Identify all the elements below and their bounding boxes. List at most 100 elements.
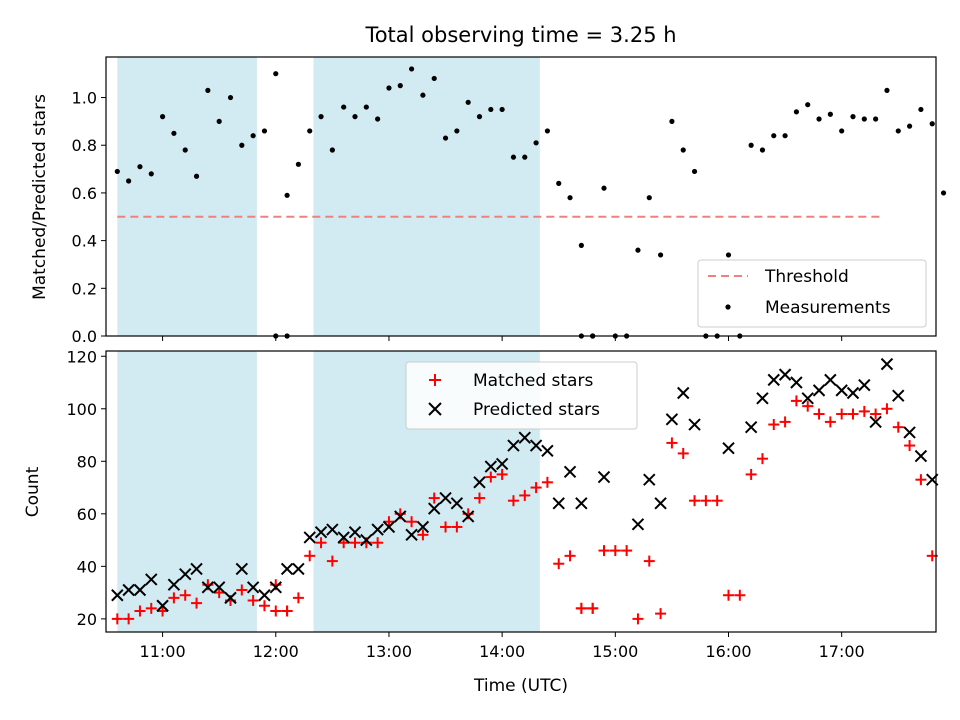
predicted-star-marker <box>122 583 135 597</box>
legend-measurements-label: Measurements <box>765 298 891 318</box>
matched-star-marker <box>349 537 361 549</box>
matched-star-marker <box>643 555 655 567</box>
measurement-point <box>680 147 686 153</box>
predicted-star-marker <box>518 431 531 444</box>
matched-star-marker <box>881 403 893 415</box>
matched-star-marker <box>123 613 135 625</box>
measurement-point <box>793 109 800 115</box>
legend-threshold-label: Threshold <box>764 267 849 287</box>
measurement-point <box>805 102 811 108</box>
y-tick-label: 0.4 <box>72 232 97 251</box>
measurement-point <box>261 128 268 134</box>
matched-star-marker <box>677 447 689 459</box>
measurement-point <box>884 87 890 93</box>
matched-star-marker <box>587 602 599 614</box>
predicted-star-marker <box>416 520 430 534</box>
legend-matched-swatch <box>429 374 441 386</box>
predicted-star-marker <box>269 581 282 594</box>
measurement-point <box>193 173 200 179</box>
measurement-point <box>159 114 166 120</box>
measurement-point <box>126 178 132 184</box>
predicted-star-marker <box>371 523 384 536</box>
matched-star-marker <box>326 555 338 567</box>
measurement-point <box>850 114 856 120</box>
matched-star-marker <box>745 468 757 480</box>
predicted-star-marker <box>360 533 373 547</box>
legend-measurements-swatch <box>725 304 731 310</box>
measurement-point <box>839 128 845 134</box>
predicted-star-marker <box>846 386 860 400</box>
matched-star-marker <box>756 453 768 465</box>
y-tick-label: 60 <box>77 505 97 524</box>
measurement-point <box>420 92 426 98</box>
measurement-point <box>510 154 517 160</box>
measurement-point <box>307 128 313 134</box>
matched-star-marker <box>270 605 282 617</box>
measurement-point <box>657 252 664 258</box>
matched-star-marker <box>904 440 916 452</box>
measurement-point <box>352 114 358 120</box>
predicted-star-marker <box>303 531 316 544</box>
measurement-point <box>861 116 867 122</box>
bottom-legend-box <box>405 361 638 430</box>
y-tick-label: 0.2 <box>72 279 97 298</box>
legend-predicted-label: Predicted stars <box>473 400 600 420</box>
predicted-star-marker <box>348 525 362 539</box>
top-y-ticks: 0.0 0.2 0.4 0.6 0.8 1.0 <box>72 89 106 346</box>
y-tick-label: 0.0 <box>72 327 97 346</box>
bottom-axes-frame <box>105 350 937 633</box>
measurement-point <box>725 252 732 258</box>
predicted-star-markers <box>111 357 939 612</box>
predicted-star-marker <box>235 562 249 576</box>
predicted-star-marker <box>903 426 916 439</box>
predicted-star-marker <box>914 449 928 463</box>
measurement-point <box>114 168 120 175</box>
top-x-ticks <box>162 336 843 341</box>
y-tick-label: 40 <box>77 557 97 576</box>
predicted-star-marker <box>631 518 645 531</box>
matched-star-marker <box>168 592 180 604</box>
predicted-star-marker <box>224 591 237 605</box>
matched-star-marker <box>802 400 814 412</box>
predicted-star-marker <box>541 444 554 458</box>
matched-star-marker <box>553 558 565 570</box>
matched-star-marker <box>711 495 723 507</box>
x-tick-label: 16:00 <box>705 642 751 661</box>
top-panel: 0.0 0.2 0.4 0.6 0.8 1.0 Matched/Predicted sta… <box>30 56 947 346</box>
predicted-star-marker <box>812 384 826 397</box>
measurement-point <box>397 83 403 89</box>
measurement-point <box>816 116 822 122</box>
measurement-point <box>284 192 290 198</box>
matched-star-marker <box>519 489 531 501</box>
matched-star-marker <box>723 589 734 601</box>
measurement-point <box>250 133 256 139</box>
matched-star-marker <box>111 613 123 625</box>
measurement-point <box>171 130 177 136</box>
predicted-star-marker <box>156 599 169 612</box>
bottom-y-ticks: 20 40 60 80 100 120 <box>66 347 106 629</box>
predicted-star-marker <box>767 373 780 387</box>
measurement-point <box>386 85 392 91</box>
matched-star-marker <box>292 592 304 604</box>
legend-matched-label: Matched stars <box>473 371 593 391</box>
matched-star-marker <box>236 584 248 596</box>
matched-star-marker <box>406 516 418 528</box>
measurement-point <box>442 135 449 141</box>
y-tick-label: 100 <box>66 400 97 419</box>
matched-star-marker <box>530 482 542 494</box>
y-tick-label: 0.8 <box>72 136 97 155</box>
predicted-star-marker <box>394 510 407 523</box>
measurement-point <box>476 114 483 120</box>
measurement-points <box>114 66 947 339</box>
top-shaded-intervals <box>117 57 540 336</box>
legend-predicted-swatch <box>428 402 442 416</box>
predicted-star-marker <box>111 589 124 602</box>
shaded-interval <box>117 57 257 336</box>
matched-star-marker <box>598 545 610 557</box>
matched-star-marker <box>451 521 463 533</box>
x-tick-label: 11:00 <box>140 642 186 661</box>
measurement-point <box>669 118 675 124</box>
top-legend-box <box>697 259 927 328</box>
matched-star-marker <box>768 419 780 431</box>
matched-star-marker <box>813 408 825 420</box>
